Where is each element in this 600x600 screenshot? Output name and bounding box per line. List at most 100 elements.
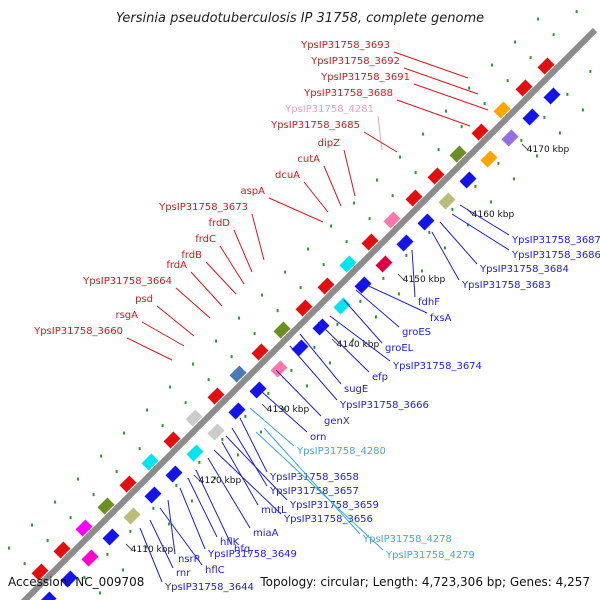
leader-line xyxy=(289,345,338,401)
grid-dot xyxy=(184,401,187,405)
feature-forward xyxy=(317,277,335,295)
leader-line xyxy=(343,149,356,197)
leader-line xyxy=(251,213,265,261)
feature-forward xyxy=(537,57,555,75)
gene-label: YpsIP31758_3685 xyxy=(270,120,360,131)
grid-dot xyxy=(215,339,218,343)
grid-dot xyxy=(491,63,494,67)
leader-line xyxy=(377,115,383,151)
grid-dot xyxy=(399,155,402,159)
feature-reverse xyxy=(102,528,120,546)
gene-label: YpsIP31758_3644 xyxy=(164,582,254,593)
feature-reverse xyxy=(291,339,309,357)
grid-dot xyxy=(420,269,423,273)
grid-dot xyxy=(322,263,325,267)
tick-mark xyxy=(331,338,339,346)
grid-dot xyxy=(238,316,241,320)
gene-label: dipZ xyxy=(318,138,340,149)
gene-label: groES xyxy=(402,327,431,338)
gene-label: efp xyxy=(372,372,388,383)
leader-line xyxy=(303,181,329,213)
grid-dot xyxy=(290,368,293,372)
map-title: Yersinia pseudotuberculosis IP 31758, co… xyxy=(116,11,484,26)
feature-forward xyxy=(97,497,115,515)
tick-label: 4160 kbp xyxy=(472,210,515,220)
gene-label: fdhF xyxy=(418,297,440,308)
feature-reverse xyxy=(165,465,183,483)
gene-label: YpsIP31758_3649 xyxy=(207,549,297,560)
grid-dot xyxy=(207,378,210,382)
grid-dot xyxy=(566,92,569,96)
grid-dot xyxy=(351,338,354,342)
grid-dot xyxy=(282,407,285,411)
grid-dot xyxy=(23,562,26,566)
grid-dot xyxy=(543,115,546,119)
leader-line xyxy=(213,449,282,515)
feature-forward xyxy=(361,233,379,251)
forward-labels: YpsIP31758_3693 YpsIP31758_3692 YpsIP31758… xyxy=(33,40,489,361)
gene-label: frdB xyxy=(181,250,202,261)
grid-dot xyxy=(589,69,592,73)
feature-reverse xyxy=(438,192,456,210)
feature-forward xyxy=(295,299,313,317)
gene-label: psd xyxy=(135,294,153,305)
genome-backbone xyxy=(20,27,598,600)
grid-dot xyxy=(138,447,141,451)
leader-line xyxy=(187,477,218,538)
gene-label: miaA xyxy=(253,528,279,539)
grid-dot xyxy=(144,545,147,549)
gene-label: YpsIP31758_3660 xyxy=(33,326,123,337)
feature-reverse xyxy=(480,150,498,168)
grid-dot xyxy=(483,102,486,106)
leader-line xyxy=(329,315,391,362)
grid-dot xyxy=(535,154,538,158)
leader-line xyxy=(255,431,384,551)
grid-dot xyxy=(305,384,308,388)
leader-line xyxy=(413,83,489,111)
feature-forward xyxy=(493,101,511,119)
grid-dot xyxy=(267,391,270,395)
gene-label: YpsIP31758_3686 xyxy=(511,250,600,261)
tick-mark xyxy=(521,143,529,151)
gene-label: YpsIP31758_3683 xyxy=(461,280,551,291)
accession-text: Accession: NC_009708 xyxy=(8,575,144,589)
topology-text: Topology: circular; Length: 4,723,306 bp… xyxy=(259,575,590,589)
leader-line xyxy=(141,321,185,347)
grid-dots xyxy=(8,10,592,595)
grid-dot xyxy=(83,575,86,579)
gene-label: frdC xyxy=(195,234,216,245)
gene-label: YpsIP31758_4280 xyxy=(296,446,386,457)
feature-forward xyxy=(207,387,225,405)
grid-dot xyxy=(514,40,517,44)
feature-reverse xyxy=(375,255,393,273)
gene-label: mutL xyxy=(261,505,287,516)
gene-label: rsgA xyxy=(115,310,138,321)
leader-line xyxy=(323,165,342,207)
grid-dot xyxy=(190,499,193,503)
leader-line xyxy=(219,245,245,285)
leader-line xyxy=(175,287,211,319)
feature-forward xyxy=(383,211,401,229)
grid-dot xyxy=(98,591,101,595)
leader-line xyxy=(249,407,295,447)
gene-label: YpsIP31758_3688 xyxy=(303,88,393,99)
gene-label: groEL xyxy=(385,343,414,354)
grid-dot xyxy=(443,246,446,250)
leader-line xyxy=(195,469,232,545)
grid-dot xyxy=(558,131,561,135)
feature-reverse xyxy=(228,402,246,420)
ticks: 4170 kbp 4160 kbp 4150 kbp 4140 kbp 4130 kbp… xyxy=(125,143,569,555)
grid-dot xyxy=(428,230,431,234)
leader-line xyxy=(317,321,370,373)
leader-line xyxy=(396,99,471,127)
feature-reverse xyxy=(354,276,372,294)
leader-line xyxy=(431,231,460,281)
leader-line xyxy=(451,213,510,251)
leader-line xyxy=(263,427,361,535)
feature-reverse xyxy=(39,591,57,600)
feature-reverse xyxy=(60,570,78,588)
grid-dot xyxy=(161,424,164,428)
feature-forward xyxy=(185,409,203,427)
gene-label: YpsIP31758_3692 xyxy=(310,56,400,67)
